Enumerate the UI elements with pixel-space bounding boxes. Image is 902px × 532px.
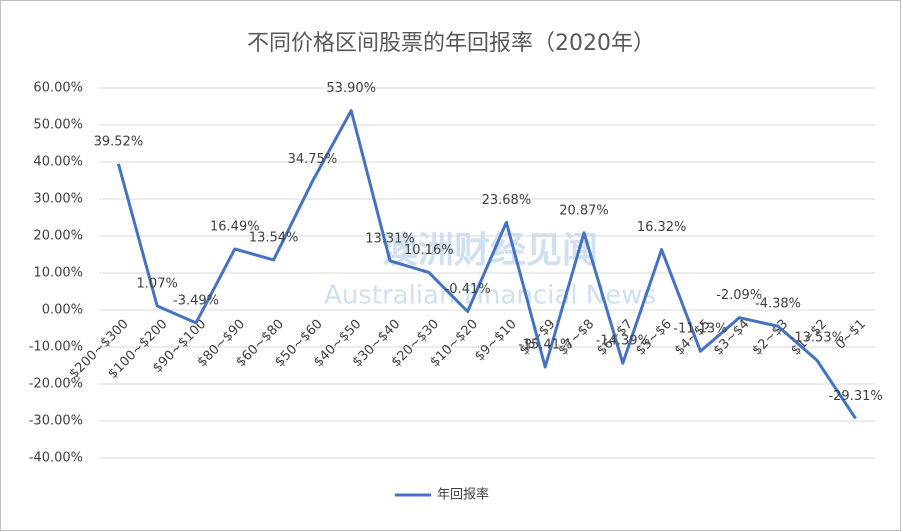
data-label: 16.32% [637, 220, 687, 235]
data-label: 53.90% [326, 81, 376, 96]
data-label: -13.53% [790, 331, 844, 346]
data-label: -29.31% [828, 389, 882, 404]
data-label: 20.87% [559, 203, 609, 218]
y-tick-label: 0.00% [42, 303, 83, 318]
y-tick-label: 10.00% [33, 266, 83, 281]
data-label: 16.49% [210, 219, 260, 234]
data-label: 39.52% [94, 134, 144, 149]
data-label: -11.13% [673, 322, 727, 337]
y-tick-label: -40.00% [29, 451, 83, 466]
y-tick-label: 30.00% [33, 192, 83, 207]
data-label: 1.07% [137, 277, 178, 292]
data-label: 13.54% [249, 230, 299, 245]
y-tick-label: 60.00% [33, 81, 83, 96]
line [116, 109, 857, 420]
y-tick-label: -20.00% [29, 377, 83, 392]
y-tick-label: 40.00% [33, 155, 83, 170]
data-label: -14.39% [596, 334, 650, 349]
y-tick-label: -30.00% [29, 414, 83, 429]
data-label: 13.31% [365, 231, 415, 246]
data-label: -2.09% [716, 288, 762, 303]
data-label: -0.41% [445, 282, 491, 297]
y-tick-label: 50.00% [33, 118, 83, 133]
y-tick-label: -10.00% [29, 340, 83, 355]
data-label: -15.41% [518, 338, 572, 353]
data-label: -4.38% [755, 297, 801, 312]
data-label: 10.16% [404, 243, 454, 258]
data-label: 34.75% [288, 152, 338, 167]
y-tick-label: 20.00% [33, 229, 83, 244]
legend-label: 年回报率 [437, 487, 489, 503]
data-label: 23.68% [482, 193, 532, 208]
data-label: -3.49% [173, 293, 219, 308]
watermark: 澳洲财经见闻 [382, 230, 598, 271]
chart-title: 不同价格区间股票的年回报率（2020年） [247, 31, 655, 56]
